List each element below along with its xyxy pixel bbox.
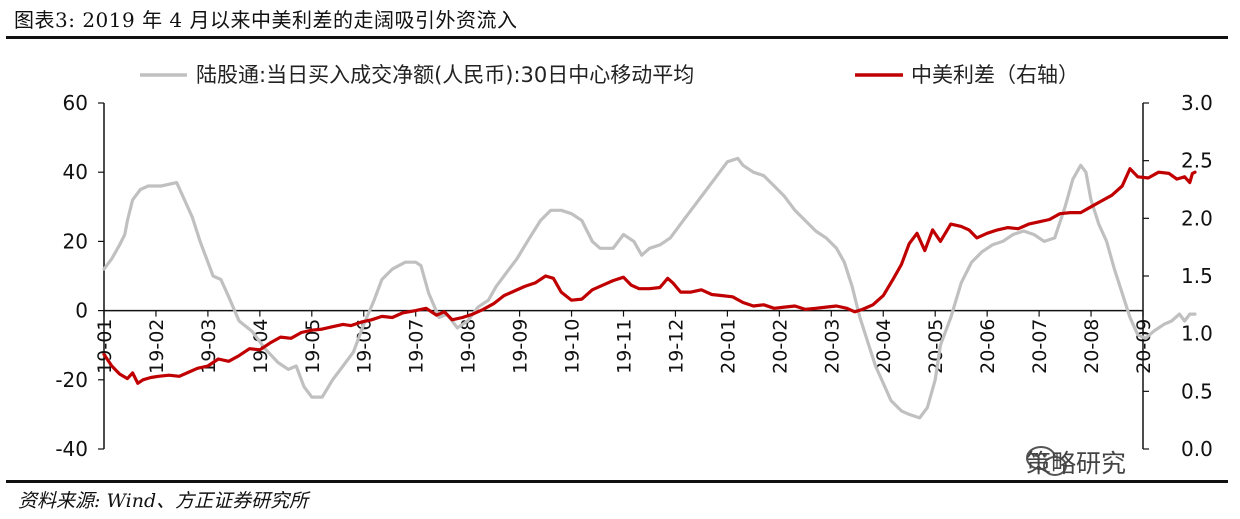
y-left-tick-label: 40 (63, 160, 88, 184)
x-tick-label: 20-06 (977, 319, 999, 374)
bottom-rule (6, 480, 1228, 483)
legend: 陆股通:当日买入成交净额(人民币):30日中心移动平均 中美利差（右轴） (140, 63, 1079, 87)
x-tick-label: 20-01 (717, 319, 739, 374)
x-tick-label: 20-08 (1081, 319, 1103, 374)
source-note: 资料来源: Wind、方正证券研究所 (18, 490, 309, 512)
x-tick-label: 19-10 (562, 319, 584, 374)
y-right-tick-label: 2.0 (1181, 206, 1213, 230)
y-left-tick-label: -40 (55, 437, 88, 461)
y-right-tick-label: 0.0 (1181, 437, 1213, 461)
x-tick-label: 20-03 (821, 319, 843, 374)
x-tick-label: 19-02 (146, 319, 168, 374)
series-layer (102, 156, 1197, 420)
top-rule (6, 36, 1228, 39)
y-left-tick-label: 0 (75, 299, 88, 323)
figure-title: 图表3: 2019 年 4 月以来中美利差的走阔吸引外资流入 (14, 8, 518, 32)
y-right-tick-label: 3.0 (1181, 91, 1213, 115)
x-tick-label: 19-05 (302, 319, 324, 374)
x-tick-label: 20-05 (925, 319, 947, 374)
y-right-tick-label: 1.0 (1181, 322, 1213, 346)
y-right-tick-label: 2.5 (1181, 149, 1213, 173)
x-tick-label: 19-12 (665, 319, 687, 374)
y-right-tick-label: 1.5 (1181, 264, 1213, 288)
x-tick-label: 20-09 (1133, 319, 1155, 374)
y-right-tick-label: 0.5 (1181, 379, 1213, 403)
x-tick-label: 20-07 (1029, 319, 1051, 374)
y-left-tick-label: 60 (63, 91, 88, 115)
x-tick-label: 19-01 (94, 319, 116, 374)
series-line-red (102, 167, 1197, 385)
axes: -40 -20 0 20 40 60 0.0 0.5 1.0 1.5 2.0 2.5 3.0 19-01 1… (55, 91, 1212, 461)
x-tick-label: 19-07 (406, 319, 428, 374)
series-line-gray (102, 156, 1197, 420)
y-left-tick-label: -20 (55, 368, 88, 392)
watermark-text: 策略研究 (1026, 449, 1127, 478)
x-tick-label: 19-08 (458, 319, 480, 374)
legend-label-red: 中美利差（右轴） (911, 63, 1079, 87)
x-tick-label: 19-09 (510, 319, 532, 374)
x-tick-label: 20-02 (769, 319, 791, 374)
wechat-icon (1026, 446, 1067, 476)
y-left-tick-label: 20 (63, 229, 88, 253)
x-tick-label: 19-04 (250, 319, 272, 374)
x-tick-label: 19-11 (614, 319, 636, 374)
legend-label-gray: 陆股通:当日买入成交净额(人民币):30日中心移动平均 (196, 63, 694, 87)
x-tick-label: 20-04 (873, 319, 895, 374)
